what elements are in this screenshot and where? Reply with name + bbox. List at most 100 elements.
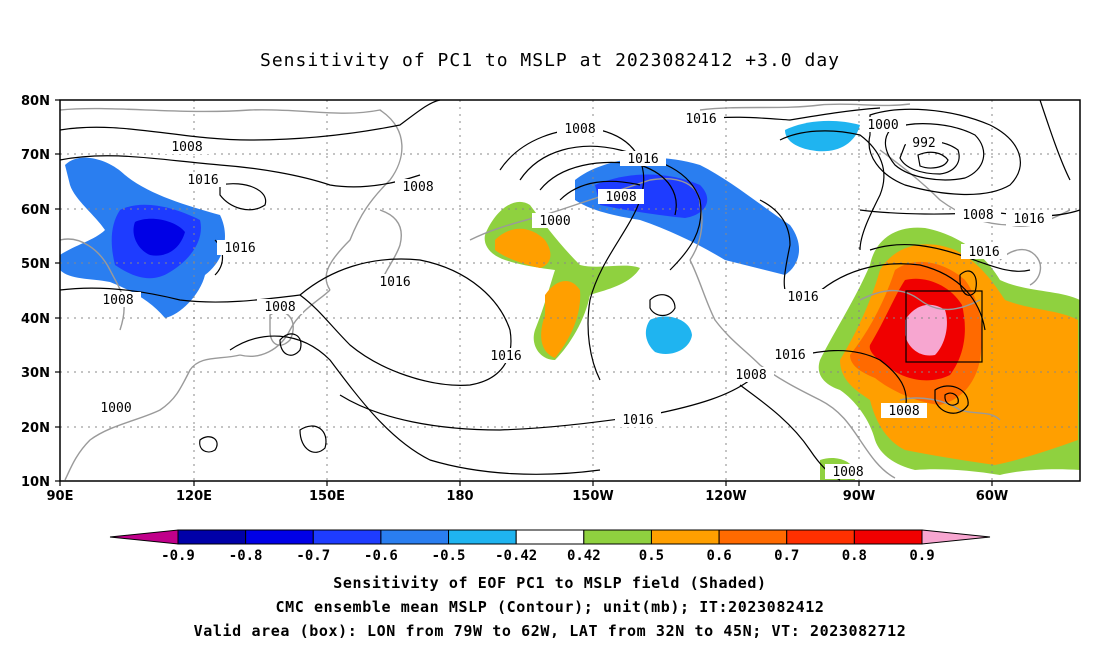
svg-text:992: 992 — [912, 136, 935, 151]
colorbar-segment — [245, 529, 314, 545]
colorbar-tick-label: -0.7 — [296, 548, 330, 564]
contour-label: 1016 — [217, 240, 263, 256]
contour-label: 1008 — [598, 189, 644, 205]
atlantic-positive-max — [905, 304, 947, 356]
svg-text:1016: 1016 — [627, 152, 658, 167]
pacific-positive-core2 — [541, 280, 581, 358]
contour-label: 1016 — [767, 347, 813, 363]
lat-label: 20N — [21, 421, 50, 436]
colorbar-segment — [515, 529, 585, 545]
lon-label: 120W — [705, 489, 746, 504]
svg-text:1016: 1016 — [224, 241, 255, 256]
caption-line-3: Valid area (box): LON from 79W to 62W, L… — [193, 622, 907, 640]
asia-negative-core2 — [133, 218, 185, 256]
contour-label: 1008 — [164, 139, 210, 155]
colorbar-segment — [448, 529, 517, 545]
colorbar-tick-label: -0.8 — [229, 548, 263, 564]
svg-text:1008: 1008 — [264, 300, 295, 315]
colorbar-segment — [312, 529, 382, 545]
pacific-positive-core — [495, 228, 551, 268]
lon-label: 90E — [47, 489, 74, 504]
svg-text:1000: 1000 — [867, 118, 898, 133]
svg-text:1016: 1016 — [685, 112, 716, 127]
lon-label: 90W — [843, 489, 875, 504]
lon-label: 120E — [176, 489, 212, 504]
contour-label: 1008 — [257, 299, 303, 315]
colorbar-tick-label: -0.42 — [495, 548, 537, 564]
contour-label: 1016 — [180, 172, 226, 188]
lon-label: 150E — [309, 489, 345, 504]
lon-label: 150W — [572, 489, 613, 504]
svg-text:1008: 1008 — [564, 122, 595, 137]
contour-label: 1000 — [93, 400, 139, 416]
contour-label: 1008 — [955, 207, 1001, 223]
colorbar-tick-label: 0.7 — [774, 548, 799, 564]
svg-text:1000: 1000 — [539, 214, 570, 229]
contour-label: 1016 — [1006, 211, 1052, 227]
lat-label: 60N — [21, 203, 50, 218]
colorbar-segment — [583, 529, 652, 545]
alaska-negative-core — [595, 174, 708, 218]
contour-label: 1008 — [95, 292, 141, 308]
svg-text:1016: 1016 — [622, 413, 653, 428]
longitude-labels: 90E 120E 150E 180 150W 120W 90W 60W — [47, 489, 1009, 504]
contour-label: 1000 — [860, 117, 906, 133]
colorbar-tick-label: -0.9 — [161, 548, 195, 564]
colorbar-segment — [177, 529, 247, 545]
colorbar-segment — [718, 529, 788, 545]
contour-label: 1008 — [557, 121, 603, 137]
svg-text:1016: 1016 — [968, 245, 999, 260]
colorbar-segment — [380, 529, 450, 545]
contour-label: 1016 — [678, 111, 724, 127]
caption-line-1: Sensitivity of EOF PC1 to MSLP field (Sh… — [333, 574, 767, 592]
lon-label: 60W — [976, 489, 1008, 504]
contour-label: 1008 — [395, 179, 441, 195]
svg-text:1016: 1016 — [1013, 212, 1044, 227]
lat-label: 50N — [21, 257, 50, 272]
contour-label: 992 — [906, 135, 942, 151]
contour-label: 1008 — [881, 403, 927, 419]
svg-text:1008: 1008 — [832, 465, 863, 480]
contour-labels: 1008 1016 1016 1008 1008 1000 1008 1008 … — [93, 111, 1052, 480]
colorbar-tick-label: 0.6 — [706, 548, 731, 564]
svg-text:1008: 1008 — [605, 190, 636, 205]
contour-label: 1016 — [961, 244, 1007, 260]
contour-label: 1008 — [825, 464, 871, 480]
svg-text:1016: 1016 — [379, 275, 410, 290]
contour-label: 1016 — [620, 151, 666, 167]
lat-label: 40N — [21, 312, 50, 327]
svg-text:1008: 1008 — [171, 140, 202, 155]
svg-text:1016: 1016 — [787, 290, 818, 305]
svg-text:1008: 1008 — [962, 208, 993, 223]
svg-text:1008: 1008 — [888, 404, 919, 419]
pacific-negative-spot — [645, 316, 692, 355]
svg-text:1016: 1016 — [490, 349, 521, 364]
caption-line-2: CMC ensemble mean MSLP (Contour); unit(m… — [275, 598, 825, 616]
colorbar-tick-label: -0.5 — [432, 548, 466, 564]
chart-title: Sensitivity of PC1 to MSLP at 2023082412… — [259, 50, 840, 71]
colorbar-tick-label: -0.6 — [364, 548, 398, 564]
svg-text:1008: 1008 — [402, 180, 433, 195]
arctic-negative-region — [785, 120, 860, 152]
colorbar-segment — [650, 529, 720, 545]
svg-text:1000: 1000 — [100, 401, 131, 416]
svg-text:1016: 1016 — [187, 173, 218, 188]
colorbar-tick-label: 0.5 — [639, 548, 664, 564]
colorbar-tick-label: 0.9 — [909, 548, 934, 564]
contour-label: 1016 — [615, 412, 661, 428]
colorbar-segment — [786, 529, 855, 545]
svg-text:1008: 1008 — [102, 293, 133, 308]
mslp-contours — [59, 99, 1081, 481]
lat-label: 70N — [21, 148, 50, 163]
svg-text:1008: 1008 — [735, 368, 766, 383]
axis-ticks — [55, 99, 993, 486]
lon-label: 180 — [446, 489, 473, 504]
contour-label: 1008 — [728, 367, 774, 383]
contour-label: 1000 — [532, 213, 578, 229]
contour-label: 1016 — [780, 289, 826, 305]
lat-label: 80N — [21, 94, 50, 109]
lat-label: 10N — [21, 475, 50, 490]
latitude-labels: 80N 70N 60N 50N 40N 30N 20N 10N — [21, 94, 50, 490]
contour-label: 1016 — [483, 348, 529, 364]
